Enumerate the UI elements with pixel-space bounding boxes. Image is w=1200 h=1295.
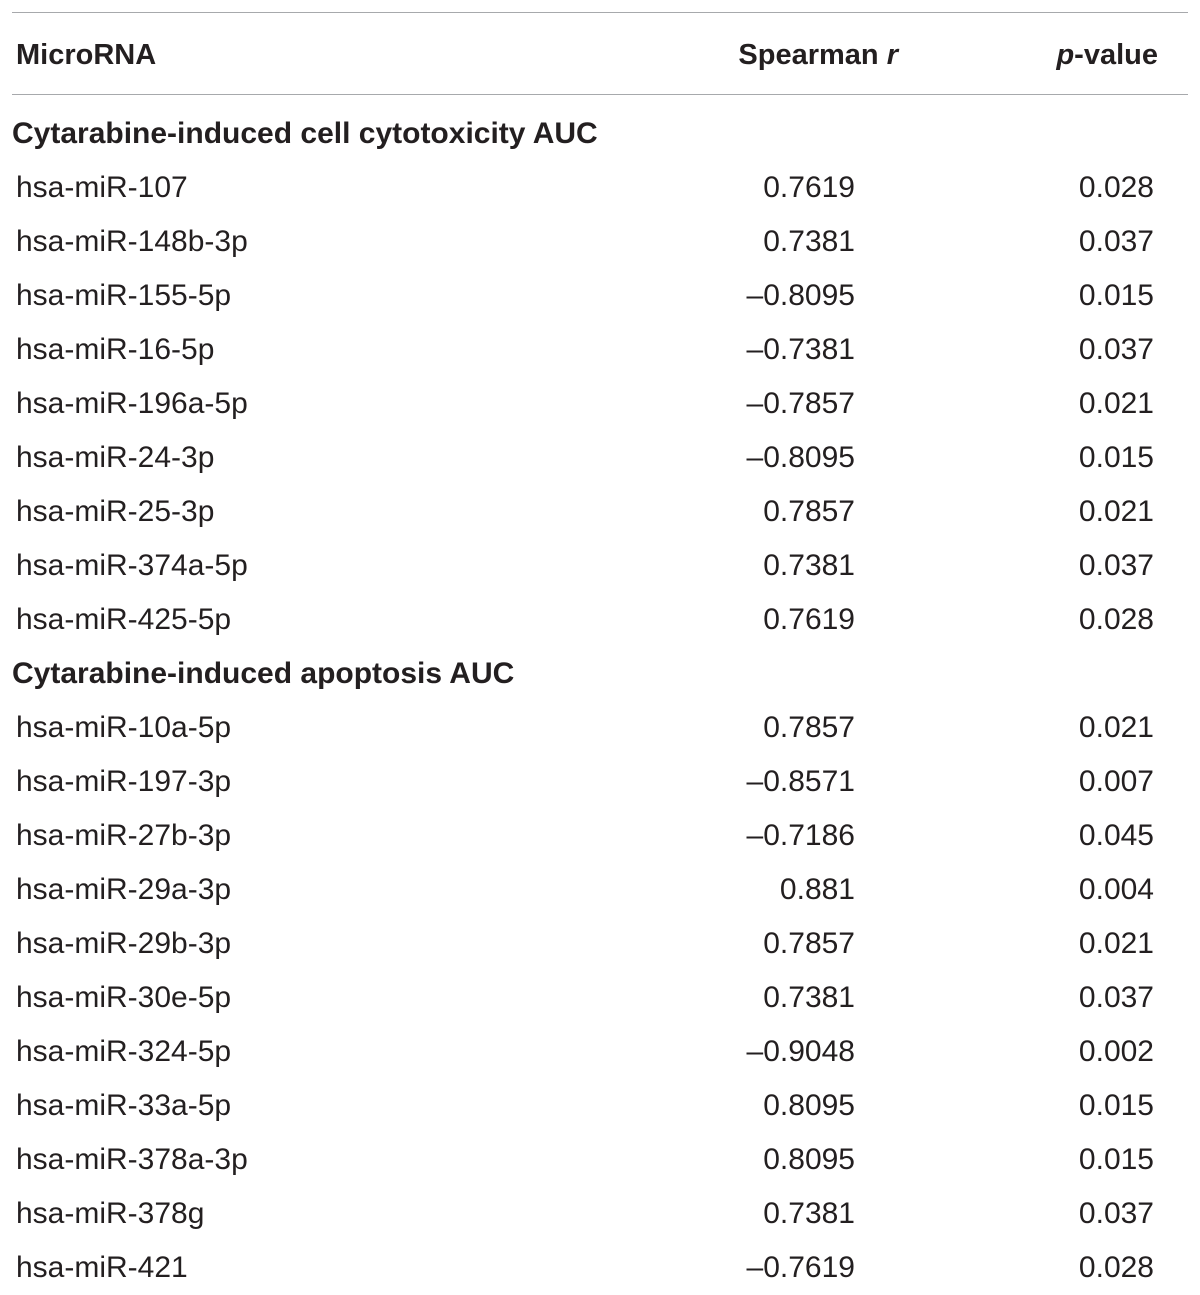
table-row: hsa-miR-16-5p –0.7381 0.037 (0, 323, 1200, 377)
table-row: hsa-miR-374a-5p 0.7381 0.037 (0, 539, 1200, 593)
spearman-r-cell: 0.7381 (763, 1197, 855, 1230)
table-row: hsa-miR-421 –0.7619 0.028 (0, 1241, 1200, 1295)
mirna-name-cell: hsa-miR-155-5p (16, 279, 232, 312)
mirna-name-cell: hsa-miR-421 (16, 1251, 188, 1284)
p-value-cell: 0.028 (1078, 603, 1154, 636)
table-row: hsa-miR-197-3p –0.8571 0.007 (0, 755, 1200, 809)
table-row: hsa-miR-30e-5p 0.7381 0.037 (0, 971, 1200, 1025)
table-row: hsa-miR-425-5p 0.7619 0.028 (0, 593, 1200, 647)
table-row: hsa-miR-155-5p –0.8095 0.015 (0, 269, 1200, 323)
p-value-cell: 0.037 (1078, 1197, 1154, 1230)
mirna-name-cell: hsa-miR-33a-5p (16, 1089, 232, 1122)
p-symbol: p (1056, 39, 1075, 71)
table-row: hsa-miR-196a-5p –0.7857 0.021 (0, 377, 1200, 431)
spearman-r-cell: 0.7857 (763, 495, 855, 528)
section-title: Cytarabine-induced cell cytotoxicity AUC (12, 117, 598, 150)
section-title: Cytarabine-induced apoptosis AUC (12, 657, 515, 690)
p-value-cell: 0.015 (1078, 1089, 1154, 1122)
column-header-microrna: MicroRNA (16, 39, 157, 71)
spearman-r-cell: 0.881 (779, 873, 855, 906)
mirna-name-cell: hsa-miR-324-5p (16, 1035, 232, 1068)
spearman-r-cell: –0.7619 (746, 1251, 855, 1284)
p-value-cell: 0.007 (1078, 765, 1154, 798)
mirna-name-cell: hsa-miR-27b-3p (16, 819, 232, 852)
mirna-name-cell: hsa-miR-29b-3p (16, 927, 232, 960)
table-row: hsa-miR-27b-3p –0.7186 0.045 (0, 809, 1200, 863)
spearman-r-cell: 0.7381 (763, 981, 855, 1014)
mirna-name-cell: hsa-miR-30e-5p (16, 981, 232, 1014)
p-value-cell: 0.037 (1078, 333, 1154, 366)
table-header-rule (12, 94, 1188, 95)
mirna-name-cell: hsa-miR-425-5p (16, 603, 232, 636)
spearman-r-cell: 0.7619 (763, 603, 855, 636)
p-value-cell: 0.021 (1078, 495, 1154, 528)
p-value-cell: 0.015 (1078, 1143, 1154, 1176)
p-value-cell: 0.037 (1078, 981, 1154, 1014)
p-value-cell: 0.021 (1078, 387, 1154, 420)
p-value-cell: 0.028 (1078, 1251, 1154, 1284)
spearman-r-cell: 0.8095 (763, 1089, 855, 1122)
p-value-cell: 0.028 (1078, 171, 1154, 204)
column-header-p-value: p-value (1056, 28, 1158, 82)
table-row: hsa-miR-24-3p –0.8095 0.015 (0, 431, 1200, 485)
spearman-r-cell: –0.9048 (746, 1035, 855, 1068)
spearman-r-cell: 0.7381 (763, 225, 855, 258)
mirna-name-cell: hsa-miR-378a-3p (16, 1143, 248, 1176)
p-value-cell: 0.015 (1078, 441, 1154, 474)
spearman-r-cell: 0.8095 (763, 1143, 855, 1176)
spearman-r-cell: –0.7857 (746, 387, 855, 420)
p-value-cell: 0.021 (1078, 711, 1154, 744)
spearman-r-cell: –0.8095 (746, 279, 855, 312)
spearman-r-cell: 0.7857 (763, 711, 855, 744)
mirna-name-cell: hsa-miR-10a-5p (16, 711, 232, 744)
mirna-name-cell: hsa-miR-378g (16, 1197, 205, 1230)
table-header-row: MicroRNA Spearman r p-value (0, 28, 1200, 82)
table-row: hsa-miR-107 0.7619 0.028 (0, 161, 1200, 215)
section-header-row: Cytarabine-induced cell cytotoxicity AUC (0, 107, 1200, 161)
section-header-row: Cytarabine-induced apoptosis AUC (0, 647, 1200, 701)
spearman-r-cell: –0.8095 (746, 441, 855, 474)
column-header-spearman-r: Spearman r (738, 28, 898, 82)
table-row: hsa-miR-148b-3p 0.7381 0.037 (0, 215, 1200, 269)
table-row: hsa-miR-378g 0.7381 0.037 (0, 1187, 1200, 1241)
table-row: hsa-miR-25-3p 0.7857 0.021 (0, 485, 1200, 539)
p-value-cell: 0.021 (1078, 927, 1154, 960)
table-row: hsa-miR-33a-5p 0.8095 0.015 (0, 1079, 1200, 1133)
table-row: hsa-miR-10a-5p 0.7857 0.021 (0, 701, 1200, 755)
p-value-cell: 0.002 (1078, 1035, 1154, 1068)
p-value-cell: 0.037 (1078, 549, 1154, 582)
mirna-name-cell: hsa-miR-25-3p (16, 495, 215, 528)
mirna-name-cell: hsa-miR-24-3p (16, 441, 215, 474)
spearman-label: Spearman (738, 39, 887, 71)
p-value-cell: 0.015 (1078, 279, 1154, 312)
spearman-r-cell: –0.7381 (746, 333, 855, 366)
mirna-name-cell: hsa-miR-196a-5p (16, 387, 248, 420)
table-row: hsa-miR-29b-3p 0.7857 0.021 (0, 917, 1200, 971)
mirna-name-cell: hsa-miR-148b-3p (16, 225, 248, 258)
table-row: hsa-miR-378a-3p 0.8095 0.015 (0, 1133, 1200, 1187)
table-top-rule (12, 12, 1188, 13)
spearman-r-symbol: r (886, 39, 898, 71)
mirna-name-cell: hsa-miR-107 (16, 171, 188, 204)
p-value-cell: 0.037 (1078, 225, 1154, 258)
spearman-r-cell: 0.7857 (763, 927, 855, 960)
table-body: Cytarabine-induced cell cytotoxicity AUC… (0, 107, 1200, 1295)
p-value-cell: 0.045 (1078, 819, 1154, 852)
p-value-suffix: -value (1074, 39, 1158, 71)
spearman-r-cell: 0.7381 (763, 549, 855, 582)
spearman-r-cell: 0.7619 (763, 171, 855, 204)
table-row: hsa-miR-324-5p –0.9048 0.002 (0, 1025, 1200, 1079)
mirna-name-cell: hsa-miR-16-5p (16, 333, 215, 366)
table-row: hsa-miR-29a-3p 0.881 0.004 (0, 863, 1200, 917)
spearman-r-cell: –0.8571 (746, 765, 855, 798)
p-value-cell: 0.004 (1078, 873, 1154, 906)
spearman-r-cell: –0.7186 (746, 819, 855, 852)
mirna-name-cell: hsa-miR-197-3p (16, 765, 232, 798)
mirna-name-cell: hsa-miR-29a-3p (16, 873, 232, 906)
mirna-name-cell: hsa-miR-374a-5p (16, 549, 248, 582)
